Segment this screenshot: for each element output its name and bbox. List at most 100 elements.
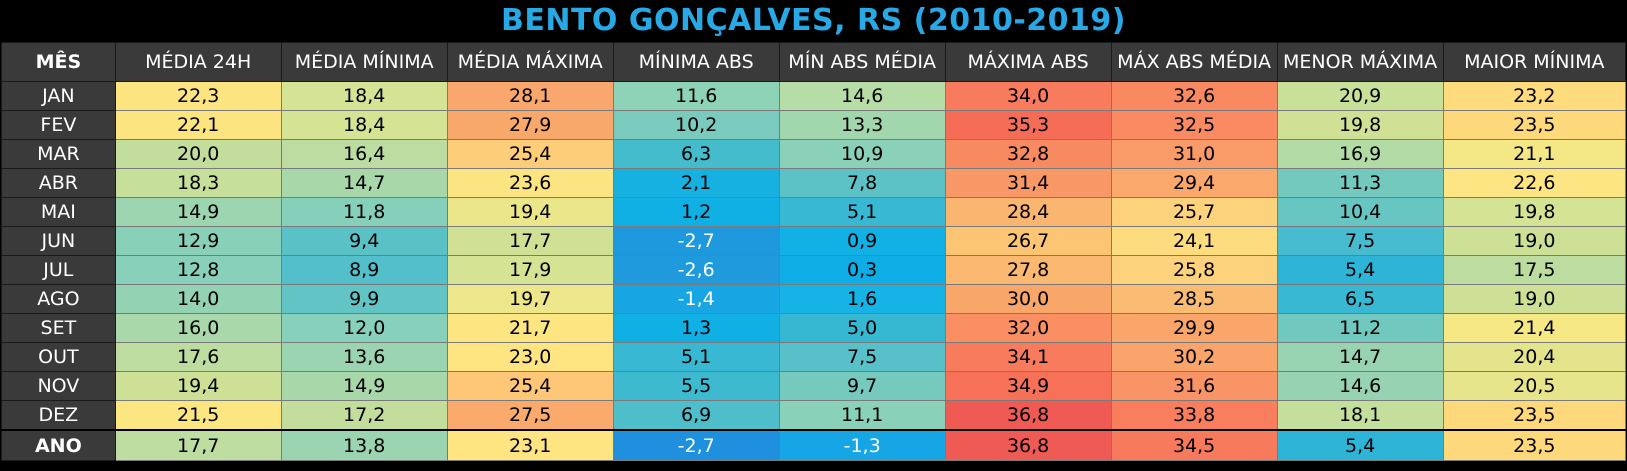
value-cell: 10,4 xyxy=(1276,197,1444,227)
value-cell: 7,5 xyxy=(778,342,946,372)
value-cell: 33,8 xyxy=(1110,400,1278,431)
value-cell: 22,3 xyxy=(114,81,282,111)
value-cell: 19,4 xyxy=(446,197,614,227)
value-cell: 0,3 xyxy=(778,255,946,285)
climate-table: MÊS MÉDIA 24H MÉDIA MÍNIMA MÉDIA MÁXIMA … xyxy=(1,42,1627,461)
value-cell: 25,4 xyxy=(446,139,614,169)
value-cell: 23,0 xyxy=(446,342,614,372)
value-cell: 9,9 xyxy=(280,284,448,314)
month-cell: FEV xyxy=(1,110,116,140)
value-cell: 36,8 xyxy=(944,429,1112,461)
value-cell: 12,0 xyxy=(280,313,448,343)
value-cell: 13,3 xyxy=(778,110,946,140)
value-cell: 29,9 xyxy=(1110,313,1278,343)
value-cell: 23,6 xyxy=(446,168,614,198)
table-row: FEV 22,1 18,4 27,9 10,2 13,3 35,3 32,5 19,8 23,5 xyxy=(1,110,1627,140)
value-cell: 10,2 xyxy=(612,110,780,140)
value-cell: 31,6 xyxy=(1110,371,1278,401)
value-cell: 32,8 xyxy=(944,139,1112,169)
value-cell: 24,1 xyxy=(1110,226,1278,256)
value-cell: -1,4 xyxy=(612,284,780,314)
month-cell: ANO xyxy=(1,429,116,461)
table-row: NOV 19,4 14,9 25,4 5,5 9,7 34,9 31,6 14,6 20,5 xyxy=(1,371,1627,401)
value-cell: 5,1 xyxy=(612,342,780,372)
value-cell: 34,5 xyxy=(1110,429,1278,461)
value-cell: 22,6 xyxy=(1442,168,1627,198)
value-cell: 11,8 xyxy=(280,197,448,227)
value-cell: 29,4 xyxy=(1110,168,1278,198)
value-cell: 19,8 xyxy=(1442,197,1627,227)
header-max-abs-media: MÁX ABS MÉDIA xyxy=(1110,42,1278,82)
value-cell: 5,5 xyxy=(612,371,780,401)
table-row: AGO 14,0 9,9 19,7 -1,4 1,6 30,0 28,5 6,5 19,0 xyxy=(1,284,1627,314)
value-cell: 12,8 xyxy=(114,255,282,285)
table-row: JUN 12,9 9,4 17,7 -2,7 0,9 26,7 24,1 7,5 19,0 xyxy=(1,226,1627,256)
month-cell: JUN xyxy=(1,226,116,256)
value-cell: 32,5 xyxy=(1110,110,1278,140)
header-media-maxima: MÉDIA MÁXIMA xyxy=(446,42,614,82)
header-min-abs-media: MÍN ABS MÉDIA xyxy=(778,42,946,82)
header-media-24h: MÉDIA 24H xyxy=(114,42,282,82)
value-cell: 8,9 xyxy=(280,255,448,285)
value-cell: 23,1 xyxy=(446,429,614,461)
value-cell: 11,2 xyxy=(1276,313,1444,343)
value-cell: -2,7 xyxy=(612,226,780,256)
month-cell: DEZ xyxy=(1,400,116,431)
value-cell: 19,0 xyxy=(1442,284,1627,314)
month-cell: JUL xyxy=(1,255,116,285)
value-cell: 2,1 xyxy=(612,168,780,198)
table-row: SET 16,0 12,0 21,7 1,3 5,0 32,0 29,9 11,2 21,4 xyxy=(1,313,1627,343)
value-cell: 23,2 xyxy=(1442,81,1627,111)
value-cell: 27,8 xyxy=(944,255,1112,285)
value-cell: 18,1 xyxy=(1276,400,1444,431)
value-cell: 13,8 xyxy=(280,429,448,461)
table-body: JAN 22,3 18,4 28,1 11,6 14,6 34,0 32,6 20,9 23,2 F… xyxy=(1,81,1627,461)
value-cell: 25,4 xyxy=(446,371,614,401)
value-cell: 21,1 xyxy=(1442,139,1627,169)
value-cell: 1,6 xyxy=(778,284,946,314)
value-cell: 17,5 xyxy=(1442,255,1627,285)
value-cell: 34,1 xyxy=(944,342,1112,372)
value-cell: 17,7 xyxy=(446,226,614,256)
header-row: MÊS MÉDIA 24H MÉDIA MÍNIMA MÉDIA MÁXIMA … xyxy=(1,42,1627,82)
value-cell: 26,7 xyxy=(944,226,1112,256)
value-cell: 1,3 xyxy=(612,313,780,343)
value-cell: 0,9 xyxy=(778,226,946,256)
value-cell: 31,4 xyxy=(944,168,1112,198)
value-cell: 14,7 xyxy=(280,168,448,198)
value-cell: 30,2 xyxy=(1110,342,1278,372)
value-cell: 20,0 xyxy=(114,139,282,169)
value-cell: 21,7 xyxy=(446,313,614,343)
value-cell: 5,0 xyxy=(778,313,946,343)
value-cell: 35,3 xyxy=(944,110,1112,140)
value-cell: 16,9 xyxy=(1276,139,1444,169)
month-cell: SET xyxy=(1,313,116,343)
value-cell: -1,3 xyxy=(778,429,946,461)
value-cell: 28,4 xyxy=(944,197,1112,227)
table-row: MAI 14,9 11,8 19,4 1,2 5,1 28,4 25,7 10,4 19,8 xyxy=(1,197,1627,227)
value-cell: 23,5 xyxy=(1442,429,1627,461)
value-cell: 10,9 xyxy=(778,139,946,169)
header-maior-minima: MAIOR MÍNIMA xyxy=(1442,42,1627,82)
value-cell: 32,0 xyxy=(944,313,1112,343)
value-cell: 27,5 xyxy=(446,400,614,431)
value-cell: 30,0 xyxy=(944,284,1112,314)
value-cell: 19,8 xyxy=(1276,110,1444,140)
value-cell: 11,6 xyxy=(612,81,780,111)
value-cell: 14,9 xyxy=(280,371,448,401)
value-cell: 16,4 xyxy=(280,139,448,169)
value-cell: 6,3 xyxy=(612,139,780,169)
month-cell: AGO xyxy=(1,284,116,314)
value-cell: 14,0 xyxy=(114,284,282,314)
table-row: JAN 22,3 18,4 28,1 11,6 14,6 34,0 32,6 20,9 23,2 xyxy=(1,81,1627,111)
value-cell: 20,9 xyxy=(1276,81,1444,111)
value-cell: 17,7 xyxy=(114,429,282,461)
value-cell: 5,4 xyxy=(1276,255,1444,285)
value-cell: 13,6 xyxy=(280,342,448,372)
value-cell: 18,3 xyxy=(114,168,282,198)
value-cell: 21,5 xyxy=(114,400,282,431)
value-cell: 25,7 xyxy=(1110,197,1278,227)
value-cell: 16,0 xyxy=(114,313,282,343)
value-cell: 18,4 xyxy=(280,110,448,140)
